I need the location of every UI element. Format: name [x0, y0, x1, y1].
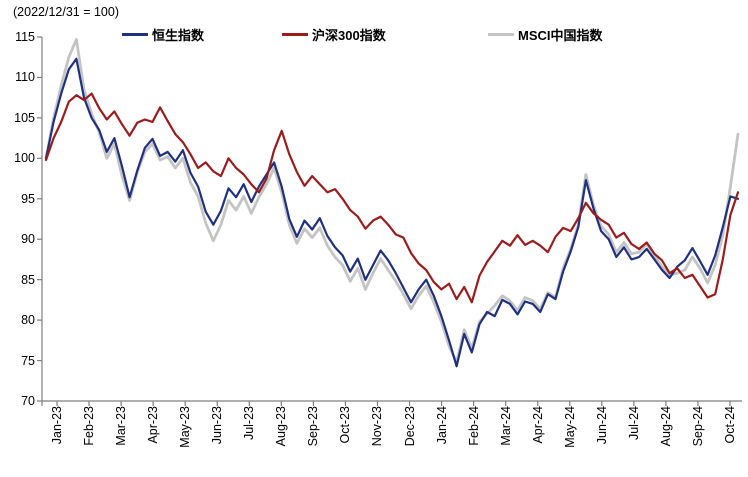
x-tick-label: Feb-23	[82, 406, 97, 446]
y-tick-label: 110	[15, 70, 35, 85]
y-tick-label: 105	[14, 110, 35, 125]
legend-item-csi300: 沪深300指数	[282, 26, 386, 43]
legend-label-csi300: 沪深300指数	[312, 27, 386, 43]
legend-item-msci-china: MSCI中国指数	[488, 26, 603, 43]
legend-item-hang-seng: 恒生指数	[122, 26, 205, 43]
x-tick-label: May-24	[562, 406, 577, 448]
legend-line-swatch-msci-china	[488, 32, 514, 36]
y-tick-label: 85	[21, 272, 35, 287]
x-tick-label: Oct-24	[723, 406, 737, 444]
x-tick-label: Jul-24	[626, 406, 641, 441]
x-tick-label: Aug-23	[274, 406, 289, 447]
series-line-0	[44, 57, 740, 368]
y-tick-label: 75	[21, 353, 35, 368]
x-tick-label: Feb-24	[466, 406, 481, 446]
x-tick-label: Jul-23	[242, 406, 257, 441]
x-tick-label: Jun-23	[210, 406, 225, 445]
x-tick-label: Jun-24	[594, 406, 609, 445]
x-tick-label: Mar-23	[114, 406, 129, 446]
x-tick-label: May-23	[178, 406, 193, 448]
x-tick-label: Jan-23	[50, 406, 64, 445]
x-tick-label: Nov-23	[370, 406, 385, 447]
x-tick-label: Sep-23	[306, 406, 321, 447]
series-line-2	[44, 38, 740, 364]
index-base-note: (2022/12/31 = 100)	[13, 5, 119, 19]
y-tick-label: 100	[14, 151, 35, 166]
x-tick-label: Jan-24	[434, 406, 449, 445]
legend-label-msci-china: MSCI中国指数	[518, 27, 603, 43]
y-tick-label: 95	[21, 191, 35, 206]
legend-line-swatch-hang-seng	[122, 32, 148, 36]
x-tick-label: Mar-24	[498, 406, 513, 446]
legend-line-swatch-csi300	[282, 32, 308, 36]
x-tick-label: Dec-23	[402, 406, 417, 447]
legend-label-hang-seng: 恒生指数	[152, 27, 205, 43]
x-tick-label: Aug-24	[658, 406, 673, 447]
x-tick-label: Apr-24	[530, 406, 545, 444]
y-tick-label: 90	[21, 232, 35, 247]
y-tick-label: 70	[21, 394, 35, 408]
y-tick-label: 80	[21, 313, 35, 328]
series-line-1	[44, 92, 740, 304]
x-tick-label: Apr-23	[146, 406, 161, 444]
x-tick-label: Oct-23	[338, 406, 353, 444]
x-tick-label: Sep-24	[690, 406, 705, 447]
y-tick-label: 115	[15, 30, 35, 44]
